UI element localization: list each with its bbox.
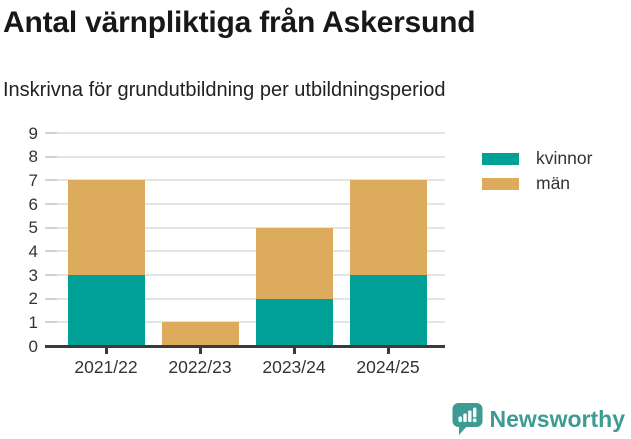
y-tick-label: 6 bbox=[28, 194, 38, 214]
bar-segment-kvinnor bbox=[255, 298, 333, 346]
gridline bbox=[45, 226, 445, 229]
legend: kvinnor män bbox=[482, 146, 592, 196]
x-tick-mark bbox=[198, 348, 202, 354]
legend-swatch bbox=[482, 177, 519, 190]
gridline bbox=[45, 203, 445, 205]
x-axis-line bbox=[45, 344, 445, 348]
y-tick-mark bbox=[45, 226, 57, 229]
y-tick-label: 1 bbox=[28, 312, 38, 332]
gridline bbox=[45, 132, 445, 134]
newsworthy-icon bbox=[452, 403, 483, 435]
y-tick-label: 3 bbox=[28, 265, 38, 285]
bar-segment-män bbox=[349, 180, 427, 275]
newsworthy-logo: Newsworthy bbox=[452, 402, 625, 436]
gridline bbox=[45, 155, 445, 158]
y-tick-mark bbox=[45, 155, 57, 158]
gridline bbox=[45, 250, 445, 253]
x-tick-mark bbox=[104, 348, 108, 354]
bar-segment-kvinnor bbox=[67, 275, 145, 346]
y-tick-label: 9 bbox=[28, 123, 38, 143]
gridline bbox=[45, 297, 445, 300]
bar-segment-män bbox=[67, 180, 145, 275]
y-tick-mark bbox=[45, 179, 57, 182]
x-tick-label: 2021/22 bbox=[74, 357, 138, 377]
bar-segment-män bbox=[255, 227, 333, 299]
y-tick-mark bbox=[45, 297, 57, 300]
plot-area: 0 1 2 3 4 5 6 7 8 9 2021/22 2022/23 2023/24 2024/25 bbox=[29, 125, 445, 377]
y-tick-mark bbox=[45, 321, 57, 324]
y-tick-label: 5 bbox=[28, 218, 38, 238]
gridline bbox=[45, 321, 445, 324]
legend-item-kvinnor: kvinnor bbox=[482, 146, 592, 171]
y-tick-label: 7 bbox=[28, 170, 38, 190]
y-tick-label: 0 bbox=[28, 336, 38, 356]
y-tick-label: 8 bbox=[28, 147, 38, 167]
bar-segment-män bbox=[161, 322, 239, 346]
gridline bbox=[45, 179, 445, 182]
y-tick-label: 2 bbox=[28, 289, 38, 309]
y-tick-label: 4 bbox=[28, 241, 38, 261]
chart-title: Antal värnpliktiga från Askersund bbox=[3, 6, 476, 39]
bar-segment-kvinnor bbox=[349, 275, 427, 346]
x-tick-mark bbox=[292, 348, 296, 354]
legend-label: män bbox=[536, 173, 571, 193]
y-tick-mark bbox=[45, 132, 57, 134]
legend-swatch bbox=[482, 152, 519, 165]
y-tick-mark bbox=[45, 274, 57, 276]
x-tick-label: 2024/25 bbox=[356, 357, 420, 377]
x-tick-mark bbox=[386, 348, 390, 354]
x-tick-label: 2023/24 bbox=[262, 357, 326, 377]
y-tick-mark bbox=[45, 250, 57, 253]
newsworthy-wordmark: Newsworthy bbox=[489, 405, 625, 432]
x-tick-label: 2022/23 bbox=[168, 357, 232, 377]
legend-label: kvinnor bbox=[536, 148, 593, 168]
gridline bbox=[45, 274, 445, 276]
legend-item-män: män bbox=[482, 171, 592, 196]
y-tick-mark bbox=[45, 203, 57, 205]
chart-subtitle: Inskrivna för grundutbildning per utbild… bbox=[3, 79, 446, 101]
